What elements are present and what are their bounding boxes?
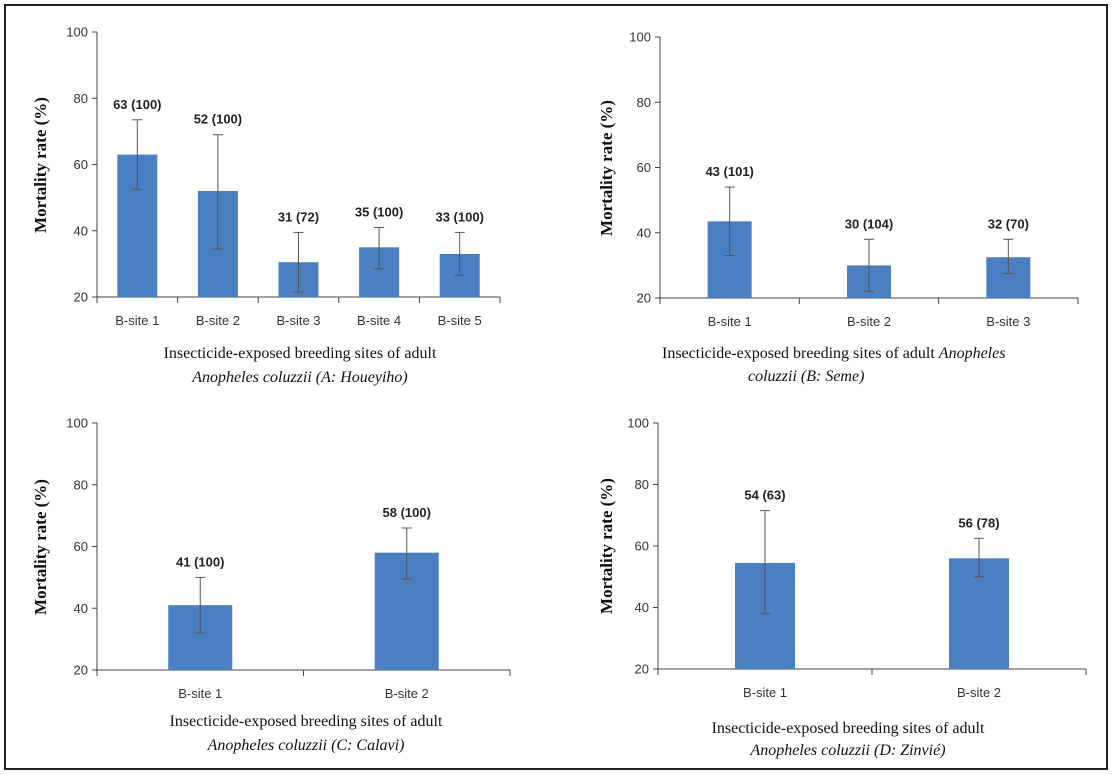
y-tick-label: 60 — [74, 539, 88, 554]
data-label: 31 (72) — [278, 209, 319, 224]
x-axis-title-line2: coluzzii (B: Seme) — [748, 368, 864, 385]
x-tick-label: B-site 5 — [438, 313, 482, 328]
x-tick-label: B-site 1 — [708, 314, 752, 329]
x-axis-title-line1: Insecticide-exposed breeding sites of ad… — [712, 720, 985, 737]
y-tick-label: 60 — [637, 160, 651, 175]
x-tick-label: B-site 2 — [847, 314, 891, 329]
data-label: 33 (100) — [435, 209, 483, 224]
x-tick-label: B-site 3 — [276, 313, 320, 328]
y-tick-label: 40 — [74, 223, 88, 238]
y-tick-label: 80 — [637, 95, 651, 110]
y-tick-label: 100 — [66, 25, 88, 40]
x-axis-title-line1: Insecticide-exposed breeding sites of ad… — [170, 713, 443, 730]
x-tick-label: B-site 3 — [986, 314, 1030, 329]
data-label: 30 (104) — [845, 216, 893, 231]
y-tick-label: 100 — [629, 30, 651, 45]
data-label: 52 (100) — [194, 112, 242, 127]
x-tick-label: B-site 1 — [743, 685, 787, 700]
y-tick-label: 20 — [637, 291, 651, 306]
x-tick-label: B-site 1 — [178, 686, 222, 701]
x-axis-title-line2: Anopheles coluzzii (A: Houeyiho) — [191, 369, 408, 386]
data-label: 63 (100) — [113, 97, 161, 112]
y-tick-label: 40 — [635, 600, 649, 615]
data-label: 43 (101) — [705, 164, 753, 179]
y-axis-label: Mortality rate (%) — [597, 100, 616, 236]
data-label: 54 (63) — [744, 488, 785, 503]
y-tick-label: 60 — [74, 157, 88, 172]
y-tick-label: 20 — [74, 290, 88, 305]
chart-panel-4: 20 40 60 80 100 Mortality rate (%) 54 (63) B-si… — [597, 416, 1087, 759]
y-tick-label: 40 — [637, 225, 651, 240]
data-label: 32 (70) — [988, 216, 1029, 231]
y-tick-label: 20 — [74, 663, 88, 678]
chart-panel-3: 20 40 60 80 100 Mortality rate (%) 41 (100) B-s… — [31, 416, 511, 754]
data-label: 35 (100) — [355, 204, 403, 219]
x-tick-label: B-site 2 — [957, 685, 1001, 700]
y-tick-label: 20 — [635, 662, 649, 677]
y-tick-label: 80 — [74, 91, 88, 106]
data-label: 41 (100) — [176, 554, 224, 569]
y-tick-label: 60 — [635, 539, 649, 554]
y-tick-label: 40 — [74, 601, 88, 616]
y-tick-label: 80 — [635, 477, 649, 492]
y-tick-label: 100 — [627, 416, 649, 431]
y-axis-label: Mortality rate (%) — [31, 97, 50, 233]
y-axis-label: Mortality rate (%) — [31, 479, 50, 615]
data-label: 58 (100) — [383, 505, 431, 520]
x-tick-label: B-site 1 — [115, 313, 159, 328]
x-axis-title-line1: Insecticide-exposed breeding sites of ad… — [164, 345, 437, 362]
x-tick-label: B-site 4 — [357, 313, 401, 328]
x-tick-label: B-site 2 — [196, 313, 240, 328]
y-tick-label: 80 — [74, 477, 88, 492]
x-axis-title-line1: Insecticide-exposed breeding sites of ad… — [662, 345, 1005, 362]
data-label: 56 (78) — [958, 515, 999, 530]
y-tick-label: 100 — [66, 416, 88, 431]
x-axis-title-line2: Anopheles coluzzii (D: Zinvié) — [749, 742, 945, 759]
chart-panel-1: 20 40 60 80 100 Mortality rate (%) 63 (100) B-s… — [31, 25, 501, 386]
x-tick-label: B-site 2 — [385, 686, 429, 701]
y-axis-label: Mortality rate (%) — [597, 478, 616, 614]
chart-panel-2: 20 40 60 80 100 Mortality rate (%) 43 (101) B-s… — [597, 30, 1079, 385]
x-axis-title-line2: Anopheles coluzzii (C: Calavi) — [207, 737, 405, 754]
